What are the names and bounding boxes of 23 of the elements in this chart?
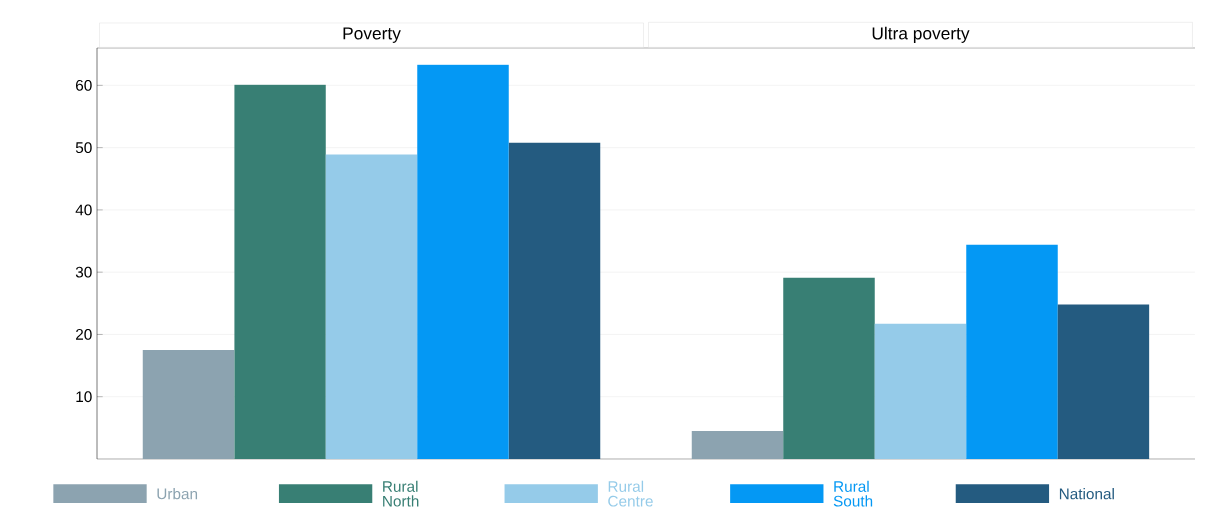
bar [325,154,418,459]
text: Rural South [833,480,873,507]
y-tick-label: 60 [76,79,92,91]
y-tick-label: 50 [75,142,92,154]
bar [508,142,601,459]
bar [1057,304,1150,459]
y-tick-label: 30 [75,266,92,278]
text: Rural Centre [608,480,653,507]
text: Rural North [383,480,419,507]
bar [783,277,875,459]
x-tick-label: Poverty [343,27,401,43]
bar [874,323,967,459]
bar [234,84,326,459]
bar [966,244,1058,459]
bar [691,430,784,459]
y-tick-label: 20 [76,329,92,340]
series-label: Urban [157,488,198,500]
x-tick-label: Ultra poverty [872,26,970,43]
series-label: National [1059,488,1114,500]
y-tick-label: 40 [75,204,92,216]
bar [142,350,235,459]
y-tick-label: 10 [76,391,92,403]
bar [417,64,509,459]
